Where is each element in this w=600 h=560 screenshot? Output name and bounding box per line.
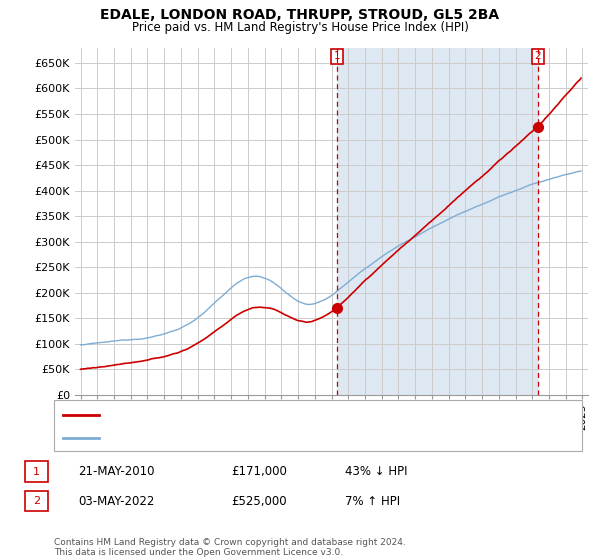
Text: Contains HM Land Registry data © Crown copyright and database right 2024.
This d: Contains HM Land Registry data © Crown c… (54, 538, 406, 557)
Text: £171,000: £171,000 (231, 465, 287, 478)
Bar (337, 48, 538, 395)
Text: 21-MAY-2010: 21-MAY-2010 (78, 465, 155, 478)
Text: 1: 1 (33, 466, 40, 477)
Text: 7% ↑ HPI: 7% ↑ HPI (345, 494, 400, 508)
Text: £525,000: £525,000 (231, 494, 287, 508)
Text: 1: 1 (334, 52, 340, 61)
Text: 43% ↓ HPI: 43% ↓ HPI (345, 465, 407, 478)
Text: 2: 2 (33, 496, 40, 506)
Text: 2: 2 (535, 52, 541, 61)
Text: EDALE, LONDON ROAD, THRUPP, STROUD, GL5 2BA (detached house): EDALE, LONDON ROAD, THRUPP, STROUD, GL5 … (105, 409, 469, 419)
Text: Price paid vs. HM Land Registry's House Price Index (HPI): Price paid vs. HM Land Registry's House … (131, 21, 469, 34)
Text: EDALE, LONDON ROAD, THRUPP, STROUD, GL5 2BA: EDALE, LONDON ROAD, THRUPP, STROUD, GL5 … (100, 8, 500, 22)
Text: HPI: Average price, detached house, Stroud: HPI: Average price, detached house, Stro… (105, 433, 332, 443)
Text: 03-MAY-2022: 03-MAY-2022 (78, 494, 154, 508)
